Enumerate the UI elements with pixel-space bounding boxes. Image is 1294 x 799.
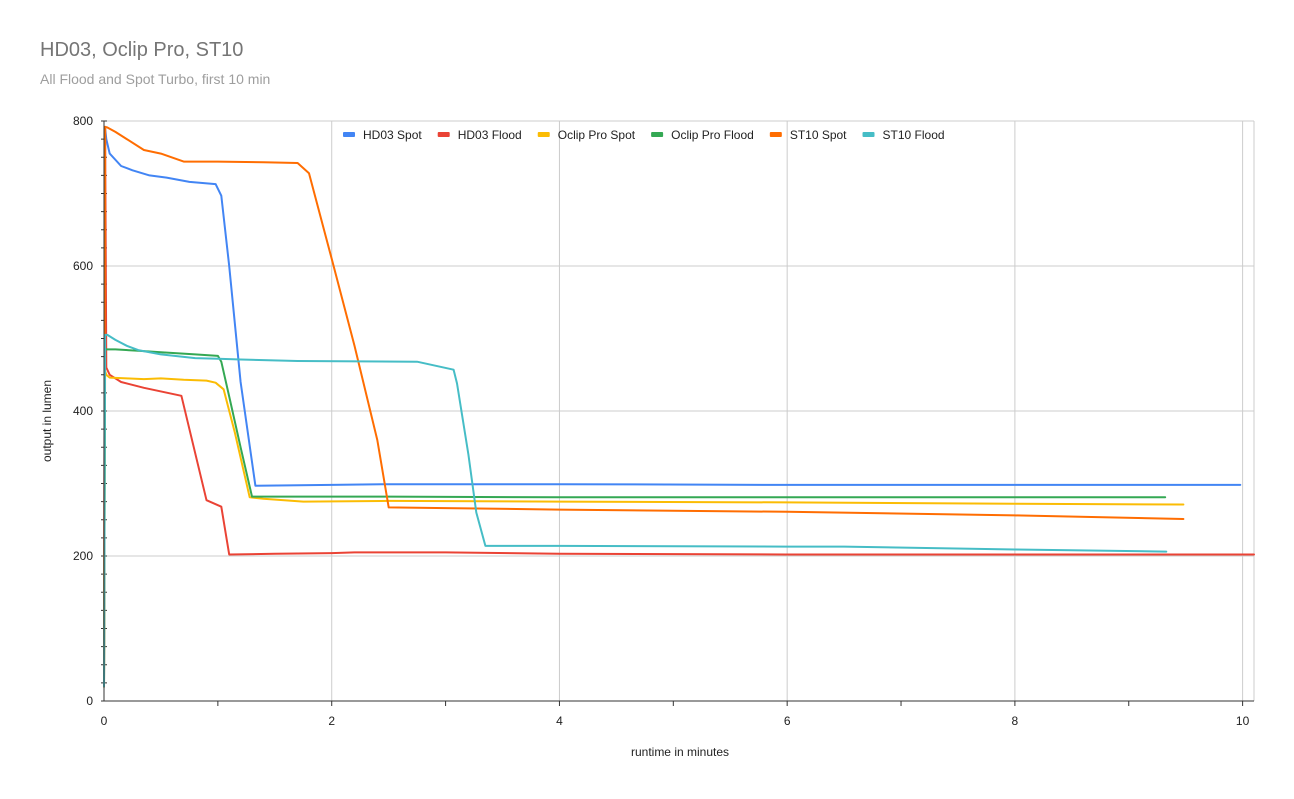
series-line-oclip-pro-flood[interactable] xyxy=(103,348,1167,688)
legend-label: Oclip Pro Spot xyxy=(558,128,636,142)
y-axis-label: output in lumen xyxy=(40,380,54,462)
x-tick-label: 2 xyxy=(328,714,335,728)
legend-item[interactable]: Oclip Pro Spot xyxy=(537,128,636,142)
x-tick-label: 0 xyxy=(101,714,108,728)
legend-label: ST10 Flood xyxy=(883,128,945,142)
chart-axes xyxy=(103,121,1254,702)
y-tick-labels: 0 200 400 600 800 xyxy=(73,114,93,708)
series-line-hd03-spot[interactable] xyxy=(103,127,1242,688)
legend-swatch xyxy=(769,132,782,137)
y-tick-label: 600 xyxy=(73,259,93,273)
chart-series xyxy=(103,125,1255,688)
y-tick-label: 800 xyxy=(73,114,93,128)
x-axis-label: runtime in minutes xyxy=(631,745,729,759)
legend-swatch xyxy=(862,132,875,137)
legend-label: Oclip Pro Flood xyxy=(671,128,754,142)
chart-subtitle: All Flood and Spot Turbo, first 10 min xyxy=(40,71,271,87)
y-tick-label: 200 xyxy=(73,549,93,563)
legend-item[interactable]: ST10 Spot xyxy=(769,128,847,142)
legend-swatch xyxy=(437,132,450,137)
series-line-oclip-pro-spot[interactable] xyxy=(103,370,1185,688)
legend-item[interactable]: HD03 Spot xyxy=(343,128,422,142)
series-line-st10-spot[interactable] xyxy=(103,125,1185,688)
legend-swatch xyxy=(651,132,664,137)
legend-item[interactable]: ST10 Flood xyxy=(862,128,945,142)
x-tick-label: 8 xyxy=(1012,714,1019,728)
legend-item[interactable]: HD03 Flood xyxy=(437,128,522,142)
y-tick-label: 0 xyxy=(86,694,93,708)
series-line-st10-flood[interactable] xyxy=(103,333,1168,688)
chart-title: HD03, Oclip Pro, ST10 xyxy=(40,39,244,61)
series-line-hd03-flood[interactable] xyxy=(103,127,1255,688)
legend-item[interactable]: Oclip Pro Flood xyxy=(651,128,754,142)
legend-label: HD03 Flood xyxy=(458,128,522,142)
x-tick-label: 6 xyxy=(784,714,791,728)
legend-swatch xyxy=(537,132,550,137)
legend-label: ST10 Spot xyxy=(790,128,847,142)
x-tick-label: 10 xyxy=(1236,714,1250,728)
legend-swatch xyxy=(343,132,355,137)
chart-legend[interactable]: HD03 Spot HD03 Flood Oclip Pro Spot Oclip P… xyxy=(343,128,945,142)
x-tick-labels: 0 2 4 6 8 10 xyxy=(101,714,1250,728)
minor-ticks xyxy=(101,120,1244,706)
legend-label: HD03 Spot xyxy=(363,128,422,142)
x-tick-label: 4 xyxy=(556,714,563,728)
y-tick-label: 400 xyxy=(73,404,93,418)
chart-grid xyxy=(104,120,1255,701)
